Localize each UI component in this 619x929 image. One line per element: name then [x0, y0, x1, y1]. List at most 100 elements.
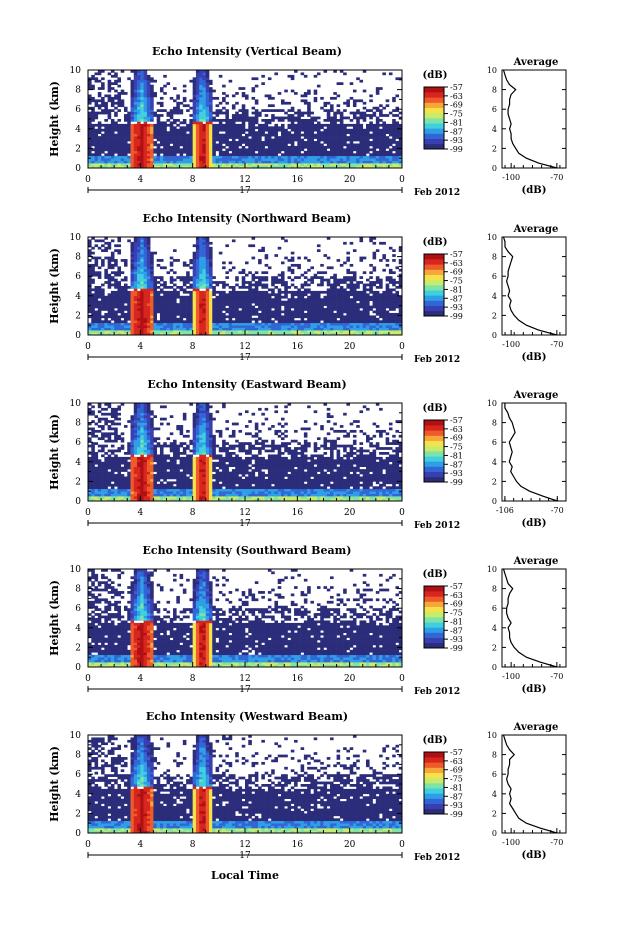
- colorbar-tick-label: -63: [450, 591, 463, 600]
- date-month-label: Feb 2012: [414, 521, 460, 531]
- colorbar: -57-63-69-75-81-87-93-99: [423, 250, 463, 321]
- average-profile-line: [502, 69, 558, 169]
- colorbar-tick-label: -57: [450, 250, 463, 259]
- average-panel: Average 0 2 4 6 8 10 -100 -70(dB): [487, 57, 567, 196]
- y-tick-label: 4: [75, 292, 81, 302]
- average-y-tick-label: 4: [492, 292, 497, 301]
- y-tick-label: 6: [75, 438, 81, 448]
- average-x-label: (dB): [522, 352, 547, 363]
- average-x-tick-label: -106: [496, 506, 514, 515]
- colorbar-swatch: [424, 279, 444, 286]
- colorbar-tick-label: -81: [450, 451, 463, 460]
- x-tick-label: 8: [190, 175, 196, 185]
- x-axis-label-local-time: Local Time: [211, 869, 279, 882]
- colorbar-swatch: [424, 471, 444, 478]
- average-y-tick-label: 6: [492, 272, 497, 281]
- colorbar-frame: [423, 86, 445, 150]
- panel-0: Echo Intensity (Vertical Beam) 0 2 4 6 8 10 Hei…: [48, 45, 567, 198]
- y-tick-label: 0: [75, 663, 81, 673]
- y-tick-label: 0: [75, 164, 81, 174]
- average-panel: Average 0 2 4 6 8 10 -100 -70(dB): [487, 556, 567, 695]
- colorbar-swatch: [424, 611, 444, 618]
- average-x-label: (dB): [522, 518, 547, 529]
- colorbar-swatch: [424, 128, 444, 134]
- colorbar-swatch: [424, 274, 444, 281]
- average-x-tick-label: -70: [550, 173, 563, 182]
- colorbar-tick-label: -93: [450, 469, 463, 478]
- colorbar-swatch: [424, 107, 444, 114]
- colorbar-swatch: [424, 425, 444, 431]
- colorbar-tick-label: -81: [450, 118, 463, 127]
- x-tick-label: 20: [344, 508, 356, 518]
- x-tick-label: 4: [137, 342, 143, 352]
- colorbar-unit: (dB): [423, 237, 448, 248]
- x-tick-label: 0: [399, 342, 405, 352]
- x-tick-label: 4: [137, 508, 143, 518]
- y-tick-label: 2: [75, 311, 81, 321]
- average-y-tick-label: 4: [492, 125, 497, 134]
- average-x-label: (dB): [522, 850, 547, 861]
- colorbar-swatch: [424, 752, 444, 758]
- colorbar-swatch: [424, 295, 444, 301]
- average-title: Average: [513, 57, 559, 68]
- y-tick-label: 6: [75, 272, 81, 282]
- x-tick-label: 4: [137, 674, 143, 684]
- date-month-label: Feb 2012: [414, 188, 460, 198]
- average-profile-line: [504, 403, 558, 502]
- x-tick-label: 8: [190, 674, 196, 684]
- average-panel: Average 0 2 4 6 8 10 -100 -70(dB): [487, 722, 567, 861]
- colorbar-tick-label: -69: [450, 600, 463, 609]
- y-tick-label: 10: [70, 399, 82, 409]
- x-tick-label: 0: [85, 840, 91, 850]
- average-y-tick-label: 10: [487, 233, 497, 242]
- colorbar-tick-label: -57: [450, 83, 463, 92]
- colorbar-tick-label: -87: [450, 460, 463, 469]
- average-y-tick-label: 8: [492, 86, 497, 95]
- colorbar-swatch: [424, 627, 444, 633]
- y-tick-label: 8: [75, 751, 81, 761]
- colorbar-swatch: [424, 290, 444, 296]
- y-tick-label: 4: [75, 125, 81, 135]
- average-y-tick-label: 8: [492, 253, 497, 262]
- average-y-tick-label: 2: [492, 311, 497, 320]
- y-tick-label: 6: [75, 604, 81, 614]
- panel-3: Echo Intensity (Southward Beam) 0 2 4 6 8 10 He…: [48, 544, 567, 697]
- heatmap-cells: [88, 735, 403, 834]
- colorbar-swatch: [424, 461, 444, 467]
- panel-4: Echo Intensity (Westward Beam) 0 2 4 6 8 10 Hei…: [48, 710, 567, 863]
- panel-title: Echo Intensity (Southward Beam): [143, 544, 352, 557]
- colorbar-swatch: [424, 601, 444, 607]
- x-tick-label: 12: [239, 175, 250, 185]
- colorbar-unit: (dB): [423, 70, 448, 81]
- panel-1: Echo Intensity (Northward Beam) 0 2 4 6 8 10 He…: [48, 212, 567, 365]
- y-tick-label: 0: [75, 331, 81, 341]
- x-tick-label: 4: [137, 175, 143, 185]
- colorbar-swatch: [424, 87, 444, 93]
- average-y-tick-label: 10: [487, 399, 497, 408]
- average-y-tick-label: 10: [487, 565, 497, 574]
- date-day-label: 17: [239, 685, 251, 695]
- date-day-label: 17: [239, 353, 251, 363]
- average-x-tick-label: -70: [550, 672, 563, 681]
- colorbar-tick-label: -81: [450, 285, 463, 294]
- date-day-label: 17: [239, 186, 251, 196]
- x-tick-label: 0: [399, 840, 405, 850]
- average-y-tick-label: 2: [492, 477, 497, 486]
- colorbar-swatch: [424, 803, 444, 810]
- average-y-tick-label: 6: [492, 770, 497, 779]
- colorbar-swatch: [424, 305, 444, 312]
- y-tick-label: 2: [75, 144, 81, 154]
- colorbar-swatch: [424, 788, 444, 794]
- colorbar-swatch: [424, 445, 444, 452]
- colorbar-tick-label: -99: [450, 145, 463, 154]
- colorbar-tick-label: -75: [450, 443, 463, 452]
- colorbar-tick-label: -87: [450, 127, 463, 136]
- x-tick-label: 20: [344, 342, 356, 352]
- y-tick-label: 10: [70, 233, 82, 243]
- y-tick-label: 6: [75, 770, 81, 780]
- colorbar-tick-label: -93: [450, 801, 463, 810]
- colorbar-tick-label: -87: [450, 626, 463, 635]
- colorbar-swatch: [424, 118, 444, 124]
- colorbar-swatch: [424, 798, 444, 804]
- panel-title: Echo Intensity (Eastward Beam): [147, 378, 346, 391]
